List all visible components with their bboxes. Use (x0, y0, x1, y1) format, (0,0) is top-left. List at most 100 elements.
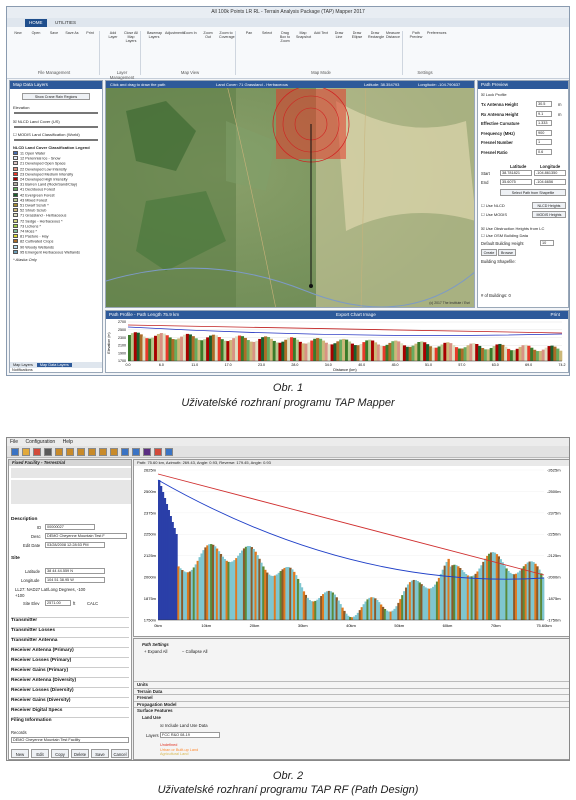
ribbon-button-18[interactable]: Draw Ellipse (351, 31, 363, 39)
ribbon-button-5[interactable]: Add Layer (108, 31, 118, 39)
ribbon-button-1[interactable]: Open (31, 31, 41, 35)
site-elev-field[interactable]: 2571.00 (45, 600, 71, 606)
toolbar-icon-14[interactable] (165, 448, 173, 456)
facility-section[interactable]: Receiver Digital Specs (11, 707, 129, 713)
ribbon-button-22[interactable]: Preferences (427, 31, 447, 35)
ribbon-button-8[interactable]: Adjustments (165, 31, 185, 35)
ribbon-button-19[interactable]: Draw Rectangle (368, 31, 385, 39)
toolbar-icon-4[interactable] (55, 448, 63, 456)
toolbar-icon-6[interactable] (77, 448, 85, 456)
print-button[interactable]: Print (550, 312, 560, 317)
id-field[interactable]: 00000027 (45, 524, 95, 530)
facility-section[interactable]: Receiver Losses (Primary) (11, 657, 129, 663)
record-button-4[interactable]: Save (91, 749, 109, 758)
field-input[interactable]: 0.6 (536, 148, 552, 155)
toolbar-icon-0[interactable] (11, 448, 19, 456)
create-button[interactable]: Create (481, 249, 497, 256)
tab-map-layers[interactable]: Map Layers (13, 363, 33, 367)
menu-file[interactable]: File (10, 439, 19, 445)
modis-heights-button[interactable]: MODIS Heights (532, 211, 566, 218)
nlcd-heights-button[interactable]: NLCD Heights (532, 202, 566, 209)
site-elev-unit[interactable]: ft (73, 601, 76, 606)
osm-checkbox[interactable]: ☐ Use OSM Building Data (481, 233, 528, 238)
ribbon-button-11[interactable]: Zoom to Coverage (219, 31, 235, 39)
ribbon-button-15[interactable]: Map Snapshot (296, 31, 312, 39)
ribbon-button-17[interactable]: Draw Line (334, 31, 344, 39)
record-button-1[interactable]: Edit (31, 749, 49, 758)
longitude-field[interactable]: 104 51 38.95 W (45, 577, 105, 583)
show-rain-regions-button[interactable]: Show Crane Rain Regions (22, 93, 90, 100)
nlcd-opacity-slider[interactable] (14, 126, 98, 128)
default-building-height-input[interactable]: 10 (540, 240, 554, 246)
end-lon-input[interactable]: -104.6656 (534, 179, 566, 185)
latitude-field[interactable]: 38 44 44.559 N (45, 568, 105, 574)
toolbar-icon-2[interactable] (33, 448, 41, 456)
facility-section[interactable]: Receiver Antenna (Diversity) (11, 677, 129, 683)
ribbon-button-9[interactable]: Zoom In (183, 31, 197, 35)
layers-select[interactable]: FCC R&O 08-19 (160, 732, 220, 738)
facility-section[interactable]: Receiver Gains (Diversity) (11, 697, 129, 703)
start-lon-input[interactable]: -104.861350 (534, 170, 566, 176)
site-section[interactable]: Site (11, 556, 20, 561)
field-input[interactable]: 1.333 (536, 120, 552, 126)
toolbar-icon-13[interactable] (154, 448, 162, 456)
ribbon-button-20[interactable]: Measure Distance (386, 31, 400, 39)
toolbar-icon-3[interactable] (44, 448, 52, 456)
toolbar-icon-7[interactable] (88, 448, 96, 456)
map-view[interactable]: Click and drag to draw the path Land Cov… (105, 80, 475, 308)
record-button-0[interactable]: New (11, 749, 29, 758)
expand-all-button[interactable]: + Expand All (144, 649, 168, 654)
ribbon-button-21[interactable]: Path Preview (409, 31, 423, 39)
obstruction-checkbox[interactable]: ☒ Use Obstruction Heights from LC (481, 226, 545, 231)
ribbon-button-6[interactable]: Close All Map Layers (124, 31, 138, 43)
use-modis-checkbox[interactable]: ☐ Use MODIS (481, 212, 508, 217)
record-button-3[interactable]: Delete (71, 749, 89, 758)
record-button-5[interactable]: Cancel (111, 749, 129, 758)
settings-row[interactable]: Units (134, 681, 569, 687)
record-selector[interactable]: DEMO Cheyenne Mountain Test Facility (11, 737, 129, 743)
lock-profile-checkbox[interactable]: ☒ Lock Profile (481, 92, 507, 97)
nlcd-checkbox-label[interactable]: ☒ NLCD Land Cover (US) (13, 119, 60, 124)
toolbar-icon-9[interactable] (110, 448, 118, 456)
ribbon-button-7[interactable]: Basemap Layers (147, 31, 163, 39)
ribbon-button-12[interactable]: Pan (245, 31, 253, 35)
toolbar-icon-12[interactable] (143, 448, 151, 456)
elevation-slider[interactable] (14, 112, 98, 114)
start-lat-input[interactable]: 38.781821 (500, 170, 532, 176)
calc-button[interactable]: CALC (87, 601, 99, 606)
ribbon-button-3[interactable]: Save As (65, 31, 79, 35)
settings-row[interactable]: Fresnel (134, 694, 569, 700)
modis-opacity-slider[interactable] (14, 139, 98, 141)
ribbon-button-14[interactable]: Drag Box to Zoom (279, 31, 291, 43)
include-land-use-checkbox[interactable]: ☒ Include Land Use Data (160, 723, 208, 728)
toolbar-icon-1[interactable] (22, 448, 30, 456)
record-button-2[interactable]: Copy (51, 749, 69, 758)
toolbar-icon-8[interactable] (99, 448, 107, 456)
browse-button[interactable]: Browse (498, 249, 516, 256)
field-input[interactable]: 900 (536, 129, 552, 136)
toolbar-icon-11[interactable] (132, 448, 140, 456)
facility-section[interactable]: Receiver Antenna (Primary) (11, 647, 129, 653)
toolbar-icon-10[interactable] (121, 448, 129, 456)
select-path-button[interactable]: Select Path from Shapefile (500, 189, 566, 196)
facility-section[interactable]: Transmitter (11, 617, 129, 623)
facility-section[interactable]: Receiver Losses (Diversity) (11, 687, 129, 693)
notifications-tab[interactable]: Notifications (12, 368, 33, 372)
ribbon-button-16[interactable]: Add Text (314, 31, 328, 35)
toolbar-icon-5[interactable] (66, 448, 74, 456)
field-input[interactable]: 30.5 (536, 101, 552, 107)
collapse-all-button[interactable]: − Collapse All (182, 649, 208, 654)
export-chart-button[interactable]: Export Chart Image (336, 312, 376, 317)
ribbon-button-2[interactable]: Save (49, 31, 59, 35)
facility-section[interactable]: Receiver Gains (Primary) (11, 667, 129, 673)
ribbon-button-4[interactable]: Print (86, 31, 94, 35)
facility-section[interactable]: Filing Information (11, 717, 129, 723)
edit-date-field[interactable]: 03/28/2008 12:28:53 PM (45, 542, 105, 548)
ribbon-button-0[interactable]: New (14, 31, 22, 35)
description-section[interactable]: Description (11, 517, 38, 522)
modis-checkbox-label[interactable]: ☐ MODIS Land Classification (World) (13, 132, 80, 137)
facility-section[interactable]: Transmitter Losses (11, 627, 129, 633)
menu-help[interactable]: Help (62, 439, 73, 445)
terrain-map[interactable] (106, 81, 475, 308)
settings-row[interactable]: Terrain Data (134, 687, 569, 694)
